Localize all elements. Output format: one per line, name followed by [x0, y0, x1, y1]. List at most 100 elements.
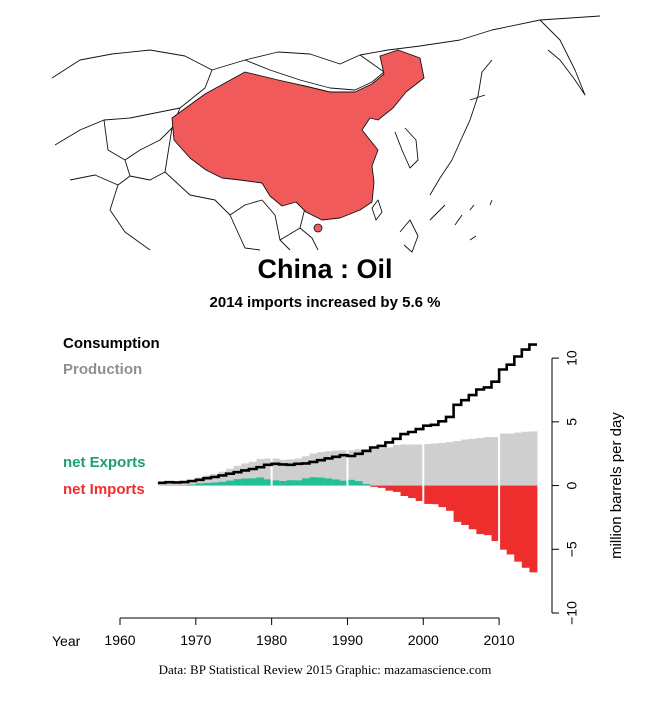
production-bar-2000 [423, 444, 432, 486]
production-bar-2007 [476, 438, 485, 486]
net-exports-bar-1982 [286, 480, 295, 486]
net-exports-bar-1986 [317, 477, 326, 486]
coastline-islands [454, 199, 493, 241]
x-tick-label-1990: 1990 [332, 632, 363, 648]
x-tick-label-2010: 2010 [484, 632, 515, 648]
country-border-russia [51, 15, 601, 79]
production-bar-1972 [210, 473, 219, 486]
country-border-south-asia [69, 171, 263, 251]
net-imports-bar-2014 [529, 485, 538, 573]
production-bar-2009 [491, 437, 500, 486]
net-imports-bar-2004 [453, 485, 462, 522]
production-bar-1984 [301, 456, 310, 486]
coastline-korea [394, 127, 419, 169]
y-axis-label: million barrels per day [608, 412, 625, 559]
net-imports-bar-2006 [468, 485, 477, 530]
x-tick-label-1970: 1970 [180, 632, 211, 648]
net-imports-bar-2000 [423, 485, 432, 504]
net-exports-bar-1980 [271, 480, 280, 486]
production-bar-1995 [385, 447, 394, 486]
net-imports-bar-1996 [392, 485, 401, 492]
coastline-kamchatka [539, 19, 586, 96]
production-bar-2001 [430, 443, 439, 486]
net-exports-bar-1981 [279, 480, 288, 486]
production-bar-2003 [446, 442, 454, 486]
net-imports-bar-1999 [415, 485, 424, 501]
net-imports-bar-1997 [400, 485, 409, 497]
production-bar-1988 [332, 450, 341, 486]
net-imports-bar-1995 [385, 485, 394, 491]
coastline-taiwan-philippines [371, 199, 419, 253]
net-exports-bar-1974 [226, 480, 235, 486]
production-bar-1996 [392, 445, 401, 486]
net-imports-bar-1994 [377, 485, 386, 488]
production-bar-1973 [218, 471, 227, 486]
chart-subtitle: 2014 imports increased by 5.6 % [209, 294, 441, 311]
y-tick-label-0: 0 [564, 481, 580, 489]
net-exports-bar-1978 [256, 477, 265, 486]
net-exports-bar-1990 [347, 479, 356, 486]
net-exports-bar-1989 [339, 480, 348, 486]
production-bar-1971 [203, 475, 212, 486]
production-bar-2006 [468, 438, 477, 486]
production-bar-1999 [415, 444, 424, 486]
production-bar-2002 [438, 442, 447, 486]
production-bar-2010 [499, 433, 508, 486]
production-bar-1978 [256, 459, 265, 486]
production-bar-1998 [408, 444, 417, 486]
production-bar-1974 [226, 468, 235, 486]
production-bar-1985 [309, 453, 318, 486]
net-imports-bar-1998 [408, 485, 417, 499]
net-imports-bar-2013 [521, 485, 530, 568]
net-exports-bar-1985 [309, 477, 318, 486]
production-bar-1977 [248, 461, 257, 486]
production-bar-1993 [370, 448, 379, 486]
net-exports-bar-1992 [362, 483, 371, 486]
net-imports-bar-2003 [446, 485, 454, 511]
x-tick-label-2000: 2000 [408, 632, 439, 648]
x-tick-label-1960: 1960 [104, 632, 135, 648]
hainan-island [313, 223, 323, 233]
production-bar-1967 [173, 481, 182, 486]
production-bar-1976 [241, 463, 250, 486]
legend-consumption: Consumption [63, 335, 160, 352]
y-tick-label--5: −5 [564, 541, 580, 557]
net-exports-bar-1976 [241, 478, 250, 486]
country-border-southeast-asia [261, 199, 319, 251]
net-imports-bar-2010 [499, 485, 508, 550]
production-bar-1983 [294, 458, 303, 486]
production-bar-1991 [355, 449, 364, 486]
consumption-line [157, 343, 537, 485]
net-exports-bar-1970 [195, 483, 204, 486]
net-exports-bar-1971 [203, 482, 212, 486]
country-border-mongolia [244, 54, 385, 91]
net-imports-bar-2005 [461, 485, 470, 525]
asia-map [51, 15, 601, 253]
production-bar-1970 [195, 477, 204, 486]
net-exports-bar-1979 [264, 479, 273, 486]
production-bar-1966 [165, 481, 174, 486]
net-imports-bar-2001 [430, 485, 439, 505]
x-axis-label: Year [52, 633, 81, 649]
production-bar-1968 [180, 481, 189, 486]
legend-net-exports: net Exports [63, 454, 146, 471]
net-exports-bar-1968 [180, 485, 189, 486]
net-exports-bar-1988 [332, 479, 341, 486]
production-bar-1987 [324, 451, 333, 486]
production-bar-1980 [271, 458, 280, 486]
china-country [171, 49, 425, 221]
net-imports-bar-2002 [438, 485, 447, 508]
production-bar-1969 [188, 479, 197, 486]
production-bar-2013 [521, 431, 530, 486]
production-bar-1979 [264, 458, 273, 486]
net-imports-bar-2012 [514, 485, 523, 562]
production-bar-1982 [286, 459, 295, 486]
legend-production: Production [63, 361, 143, 378]
net-imports-bar-2009 [491, 485, 500, 541]
net-exports-bar-1984 [301, 478, 310, 486]
country-border-central-asia [103, 107, 181, 181]
production-bar-2005 [461, 439, 470, 486]
net-exports-bar-1975 [233, 479, 242, 486]
production-bar-2011 [506, 433, 515, 486]
y-tick-label-10: 10 [564, 350, 580, 366]
